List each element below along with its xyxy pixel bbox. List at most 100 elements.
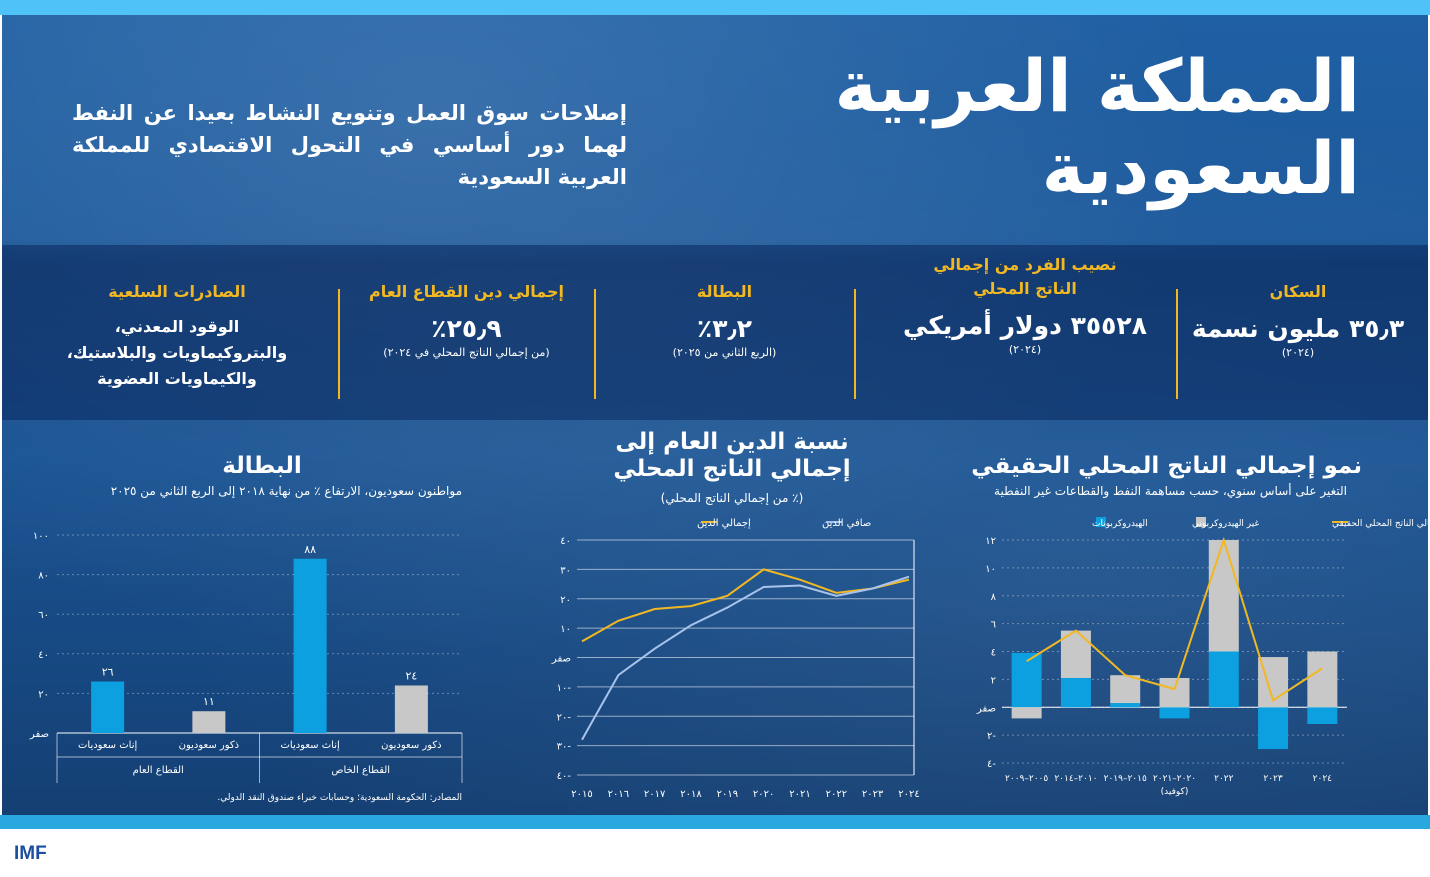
- y-tick-label: صفر: [29, 729, 49, 740]
- x-tick-label: ٢٠٢١: [789, 789, 810, 800]
- bar: [192, 711, 226, 733]
- legend-swatch: [1196, 517, 1206, 527]
- stat-gdp-per-capita: نصيب الفرد من إجمالي الناتج المحلي ٣٥٥٢٨…: [880, 253, 1170, 356]
- stat-divider: [594, 289, 596, 399]
- stat-label: الصادرات السلعية: [108, 282, 246, 301]
- page-title: المملكة العربية السعودية: [834, 44, 1360, 210]
- x-tick-label: ٢٠٢٠–٢٠٢١: [1153, 774, 1196, 784]
- charts-layer: صفر ٢٠ ٤٠ ٦٠ ٨٠ ١٠٠ ٢٦ إناث سعوديات ١١ ذكور سعودي…: [29, 517, 1428, 800]
- x-tick-label: إناث سعوديات: [280, 740, 339, 751]
- stat-exports: الصادرات السلعية الوقود المعدني، والبترو…: [57, 280, 297, 392]
- bar: [293, 558, 327, 733]
- bar-non-hydrocarbon: [1110, 675, 1141, 704]
- y-tick-label: ٢٠: [38, 689, 49, 700]
- y-tick-label: ٢: [991, 675, 996, 686]
- y-tick-label: ٢٠: [560, 595, 571, 606]
- imf-logo: IMF: [14, 843, 47, 864]
- bar-hydrocarbon: [1011, 652, 1042, 708]
- y-tick-label: ٢-: [987, 731, 996, 742]
- stat-label: إجمالي دين القطاع العام: [368, 282, 565, 301]
- y-tick-label: صفر: [976, 703, 996, 714]
- x-tick-label: ٢٠٢٢: [1214, 774, 1234, 784]
- bar-non-hydrocarbon: [1208, 540, 1239, 652]
- bar-non-hydrocarbon: [1011, 707, 1042, 719]
- x-tick-label: ٢٠٢٢: [826, 789, 847, 800]
- debt-chart-subtitle: (٪ من إجمالي الناتج المحلي): [660, 491, 804, 505]
- y-tick-label: ١٢: [985, 536, 996, 547]
- stat-divider: [1176, 289, 1178, 399]
- gdp-chart-subtitle: التغير على أساس سنوي، حسب مساهمة النفط و…: [994, 484, 1347, 498]
- stat-value: ٣٥٫٣ مليون نسمة: [1191, 314, 1405, 343]
- y-tick-label: ١٠٠: [33, 531, 49, 542]
- x-tick-label: ذكور سعوديون: [381, 740, 442, 751]
- page-subtitle: إصلاحات سوق العمل وتنويع النشاط بعيدا عن…: [72, 101, 627, 189]
- stat-note: (من إجمالي الناتج المحلي في ٢٠٢٤): [383, 346, 550, 359]
- y-tick-label: ١٠-: [557, 683, 572, 694]
- unemployment-chart-subtitle: مواطنون سعوديون، الارتفاع ٪ من نهاية ٢٠١…: [110, 484, 462, 498]
- legend-label: إجمالي الدين: [697, 518, 751, 529]
- top-accent-bar: [0, 0, 1430, 15]
- stat-value: الوقود المعدني، والبتروكيماويات والبلاست…: [66, 317, 288, 388]
- bar-hydrocarbon: [1208, 651, 1239, 708]
- stat-label: السكان: [1269, 282, 1327, 301]
- y-tick-label: صفر: [551, 654, 571, 665]
- x-tick-label: ٢٠١٥–٢٠١٩: [1104, 774, 1147, 784]
- legend-label: الهيدروكربونات: [1092, 519, 1148, 529]
- x-tick-label: ٢٠١٩: [717, 789, 738, 800]
- stat-label: نصيب الفرد من إجمالي الناتج المحلي: [933, 255, 1117, 298]
- bar-value-label: ٢٤: [405, 669, 417, 682]
- bar-hydrocarbon: [1258, 707, 1289, 750]
- bar: [91, 681, 125, 733]
- y-tick-label: ٣٠: [560, 565, 571, 576]
- stat-unemployment: البطالة ٣٫٢٪ (الربع الثاني من ٢٠٢٥): [602, 280, 847, 359]
- y-tick-label: ٤٠: [560, 536, 571, 547]
- stat-value: ٣٥٥٢٨ دولار أمريكي: [903, 311, 1147, 340]
- bar-value-label: ٨٨: [304, 543, 316, 556]
- bar-non-hydrocarbon: [1159, 677, 1190, 708]
- y-tick-label: ٤٠-: [557, 771, 572, 782]
- y-tick-label: ٣٠-: [557, 742, 572, 753]
- stat-note: (الربع الثاني من ٢٠٢٥): [672, 346, 777, 359]
- x-tick-label: ٢٠١٦: [608, 789, 629, 800]
- stat-value: ٣٫٢٪: [696, 314, 753, 343]
- legend-swatch: [1096, 517, 1106, 527]
- stat-note: (٢٠٢٤): [1008, 343, 1042, 356]
- infographic-panel: المملكة العربية السعودية إصلاحات سوق الع…: [2, 15, 1428, 815]
- bar: [394, 685, 428, 733]
- bar-value-label: ١١: [203, 695, 215, 708]
- y-tick-label: ٤: [991, 648, 996, 659]
- y-tick-label: ٨٠: [38, 571, 49, 582]
- y-tick-label: ٤٠: [38, 650, 49, 661]
- bar-hydrocarbon: [1110, 703, 1141, 708]
- bar-hydrocarbon: [1159, 707, 1190, 719]
- legend-label: صافي الدين: [822, 518, 871, 529]
- stats-band: [2, 245, 1428, 420]
- x-tick-label: ٢٠٢٣: [862, 789, 884, 800]
- stat-note: (٢٠٢٤): [1281, 346, 1315, 359]
- legend-label: نمو إجمالي الناتج المحلي الحقيقي: [1332, 519, 1428, 529]
- stat-divider: [854, 289, 856, 399]
- y-tick-label: ٢٠-: [557, 712, 572, 723]
- x-tick-sublabel: (كوفيد): [1161, 787, 1189, 797]
- group-label: القطاع الخاص: [331, 765, 390, 776]
- y-tick-label: ٦٠: [38, 610, 49, 621]
- x-tick-label: ذكور سعوديون: [179, 740, 240, 751]
- y-tick-label: ١٠: [985, 564, 996, 575]
- x-tick-label: ٢٠٠٥–٢٠٠٩: [1005, 774, 1048, 784]
- bar-value-label: ٢٦: [102, 666, 114, 679]
- stat-population: السكان ٣٥٫٣ مليون نسمة (٢٠٢٤): [1178, 280, 1418, 359]
- series-line-gross-debt: [581, 568, 910, 643]
- series-line-real-gdp: [1026, 536, 1323, 702]
- x-tick-label: ٢٠١٠–٢٠١٤: [1054, 774, 1097, 784]
- stat-value: ٢٥٫٩٪: [431, 314, 502, 343]
- y-tick-label: ٤-: [987, 759, 996, 770]
- y-tick-label: ١٠: [560, 624, 571, 635]
- legend-label: غير الهيدروكربوني: [1192, 519, 1259, 529]
- x-tick-label: ٢٠٢٣: [1263, 774, 1283, 784]
- stat-label: البطالة: [696, 282, 753, 301]
- stat-public-debt: إجمالي دين القطاع العام ٢٥٫٩٪ (من إجمالي…: [344, 280, 589, 359]
- bar-non-hydrocarbon: [1307, 651, 1338, 708]
- bottom-accent-bar: [0, 815, 1430, 829]
- x-tick-label: ٢٠٢٠: [753, 789, 774, 800]
- x-tick-label: ٢٠١٥: [571, 789, 592, 800]
